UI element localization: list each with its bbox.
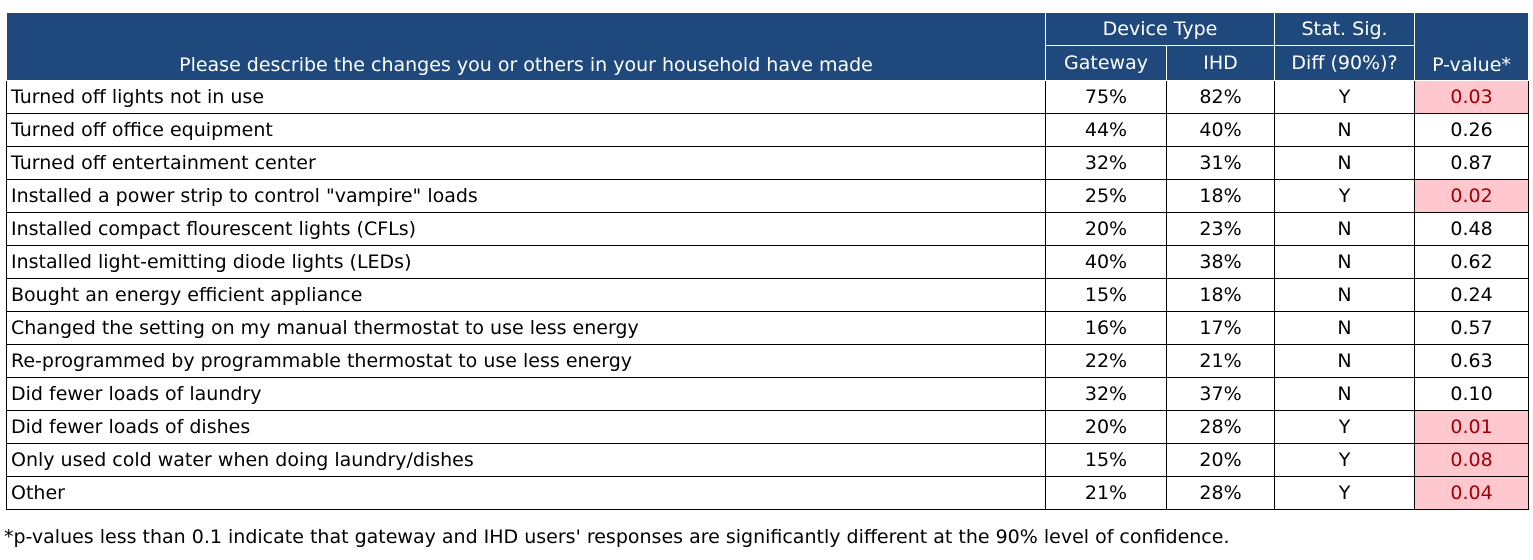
ihd-cell: 17% — [1165, 311, 1276, 345]
ihd-cell: 20% — [1165, 443, 1276, 477]
pvalue-cell: 0.03 — [1414, 80, 1530, 114]
pvalue-cell: 0.63 — [1414, 344, 1530, 378]
ihd-cell: 18% — [1165, 278, 1276, 312]
table-row: Did fewer loads of laundry 32% 37% N 0.10 — [6, 377, 1530, 411]
table-row: Turned off lights not in use 75% 82% Y 0.03 — [6, 80, 1530, 114]
change-cell: Re-programmed by programmable thermostat… — [6, 344, 1046, 378]
pvalue-cell: 0.24 — [1414, 278, 1530, 312]
gateway-cell: 75% — [1045, 80, 1167, 114]
ihd-cell: 18% — [1165, 179, 1276, 213]
gateway-cell: 15% — [1045, 443, 1167, 477]
pvalue-cell: 0.57 — [1414, 311, 1530, 345]
ihd-cell: 28% — [1165, 476, 1276, 510]
table-row: Bought an energy efficient appliance 15% 1… — [6, 278, 1530, 312]
table-row: Turned off office equipment 44% 40% N 0.26 — [6, 113, 1530, 147]
stat-sig-cell: Y — [1274, 80, 1416, 114]
table-row: Only used cold water when doing laundry/… — [6, 443, 1530, 477]
table-header: Please describe the changes you or other… — [6, 12, 1530, 81]
change-cell: Installed a power strip to control "vamp… — [6, 179, 1046, 213]
table-row: Installed compact flourescent lights (CF… — [6, 212, 1530, 246]
stat-sig-cell: Y — [1274, 476, 1416, 510]
pvalue-cell: 0.04 — [1414, 476, 1530, 510]
stat-sig-cell: Y — [1274, 179, 1416, 213]
table-body: Turned off lights not in use 75% 82% Y 0.03 T… — [6, 80, 1530, 510]
change-cell: Did fewer loads of dishes — [6, 410, 1046, 444]
gateway-cell: 15% — [1045, 278, 1167, 312]
pvalue-cell: 0.87 — [1414, 146, 1530, 180]
stat-sig-cell: N — [1274, 212, 1416, 246]
ihd-cell: 31% — [1165, 146, 1276, 180]
gateway-cell: 21% — [1045, 476, 1167, 510]
ihd-cell: 38% — [1165, 245, 1276, 279]
pvalue-cell: 0.62 — [1414, 245, 1530, 279]
stat-sig-cell: N — [1274, 344, 1416, 378]
table-row: Installed light-emitting diode lights (L… — [6, 245, 1530, 279]
stat-sig-cell: N — [1274, 113, 1416, 147]
stat-sig-header-line1: Stat. Sig. — [1274, 12, 1416, 46]
gateway-cell: 16% — [1045, 311, 1167, 345]
table-row: Re-programmed by programmable thermostat… — [6, 344, 1530, 378]
change-cell: Turned off office equipment — [6, 113, 1046, 147]
stat-sig-cell: N — [1274, 278, 1416, 312]
table-row: Installed a power strip to control "vamp… — [6, 179, 1530, 213]
pvalue-cell: 0.48 — [1414, 212, 1530, 246]
survey-results-table: Please describe the changes you or other… — [6, 12, 1530, 510]
change-cell: Bought an energy efficient appliance — [6, 278, 1046, 312]
stat-sig-cell: Y — [1274, 443, 1416, 477]
gateway-cell: 32% — [1045, 146, 1167, 180]
pvalue-cell: 0.01 — [1414, 410, 1530, 444]
stat-sig-header-line2: Diff (90%)? — [1274, 45, 1416, 81]
change-cell: Other — [6, 476, 1046, 510]
question-header: Please describe the changes you or other… — [6, 12, 1046, 81]
stat-sig-cell: Y — [1274, 410, 1416, 444]
stat-sig-cell: N — [1274, 377, 1416, 411]
footnote: *p-values less than 0.1 indicate that ga… — [4, 526, 1230, 548]
ihd-cell: 37% — [1165, 377, 1276, 411]
gateway-cell: 20% — [1045, 212, 1167, 246]
gateway-cell: 32% — [1045, 377, 1167, 411]
device-type-header: Device Type — [1044, 12, 1276, 46]
ihd-cell: 23% — [1165, 212, 1276, 246]
pvalue-cell: 0.08 — [1414, 443, 1530, 477]
ihd-header: IHD — [1165, 45, 1276, 81]
change-cell: Changed the setting on my manual thermos… — [6, 311, 1046, 345]
pvalue-header: P-value* — [1414, 12, 1530, 81]
stat-sig-cell: N — [1274, 245, 1416, 279]
table-row: Other 21% 28% Y 0.04 — [6, 476, 1530, 510]
change-cell: Turned off lights not in use — [6, 80, 1046, 114]
ihd-cell: 21% — [1165, 344, 1276, 378]
ihd-cell: 40% — [1165, 113, 1276, 147]
change-cell: Did fewer loads of laundry — [6, 377, 1046, 411]
table-row: Turned off entertainment center 32% 31% N 0.… — [6, 146, 1530, 180]
pvalue-cell: 0.02 — [1414, 179, 1530, 213]
change-cell: Installed compact flourescent lights (CF… — [6, 212, 1046, 246]
table-row: Changed the setting on my manual thermos… — [6, 311, 1530, 345]
gateway-cell: 20% — [1045, 410, 1167, 444]
ihd-cell: 28% — [1165, 410, 1276, 444]
pvalue-cell: 0.26 — [1414, 113, 1530, 147]
ihd-cell: 82% — [1165, 80, 1276, 114]
gateway-cell: 44% — [1045, 113, 1167, 147]
stat-sig-cell: N — [1274, 146, 1416, 180]
table-row: Did fewer loads of dishes 20% 28% Y 0.01 — [6, 410, 1530, 444]
change-cell: Installed light-emitting diode lights (L… — [6, 245, 1046, 279]
change-cell: Only used cold water when doing laundry/… — [6, 443, 1046, 477]
gateway-cell: 22% — [1045, 344, 1167, 378]
change-cell: Turned off entertainment center — [6, 146, 1046, 180]
gateway-header: Gateway — [1045, 45, 1167, 81]
stat-sig-cell: N — [1274, 311, 1416, 345]
pvalue-cell: 0.10 — [1414, 377, 1530, 411]
gateway-cell: 40% — [1045, 245, 1167, 279]
gateway-cell: 25% — [1045, 179, 1167, 213]
